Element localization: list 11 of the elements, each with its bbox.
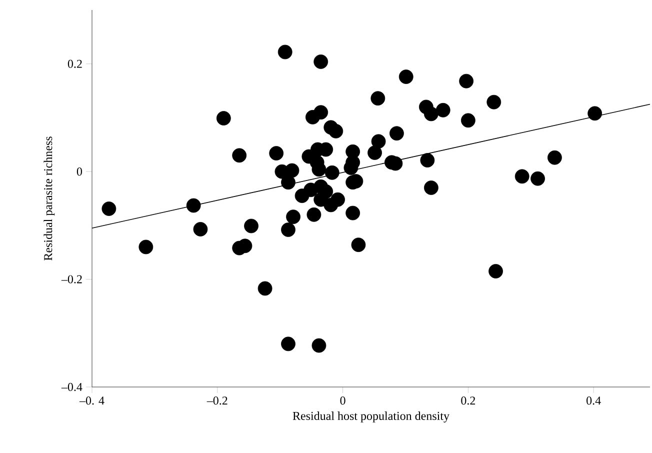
y-tick-label: 0.2: [68, 60, 82, 68]
y-axis-title: Residual parasite richness: [44, 136, 55, 260]
y-tick-label: 0: [76, 168, 82, 176]
y-tick-label: –0.2: [61, 275, 82, 284]
x-tick-label: 0.2: [461, 396, 476, 405]
x-tick-label: 0.4: [586, 396, 601, 405]
x-axis-title: Residual host population density: [292, 412, 450, 422]
y-tick-label: –0.4: [61, 382, 82, 392]
x-tick-label: –0.2: [206, 396, 228, 405]
x-tick-label: –0. 4: [79, 396, 104, 405]
x-tick-label: 0: [340, 396, 346, 405]
